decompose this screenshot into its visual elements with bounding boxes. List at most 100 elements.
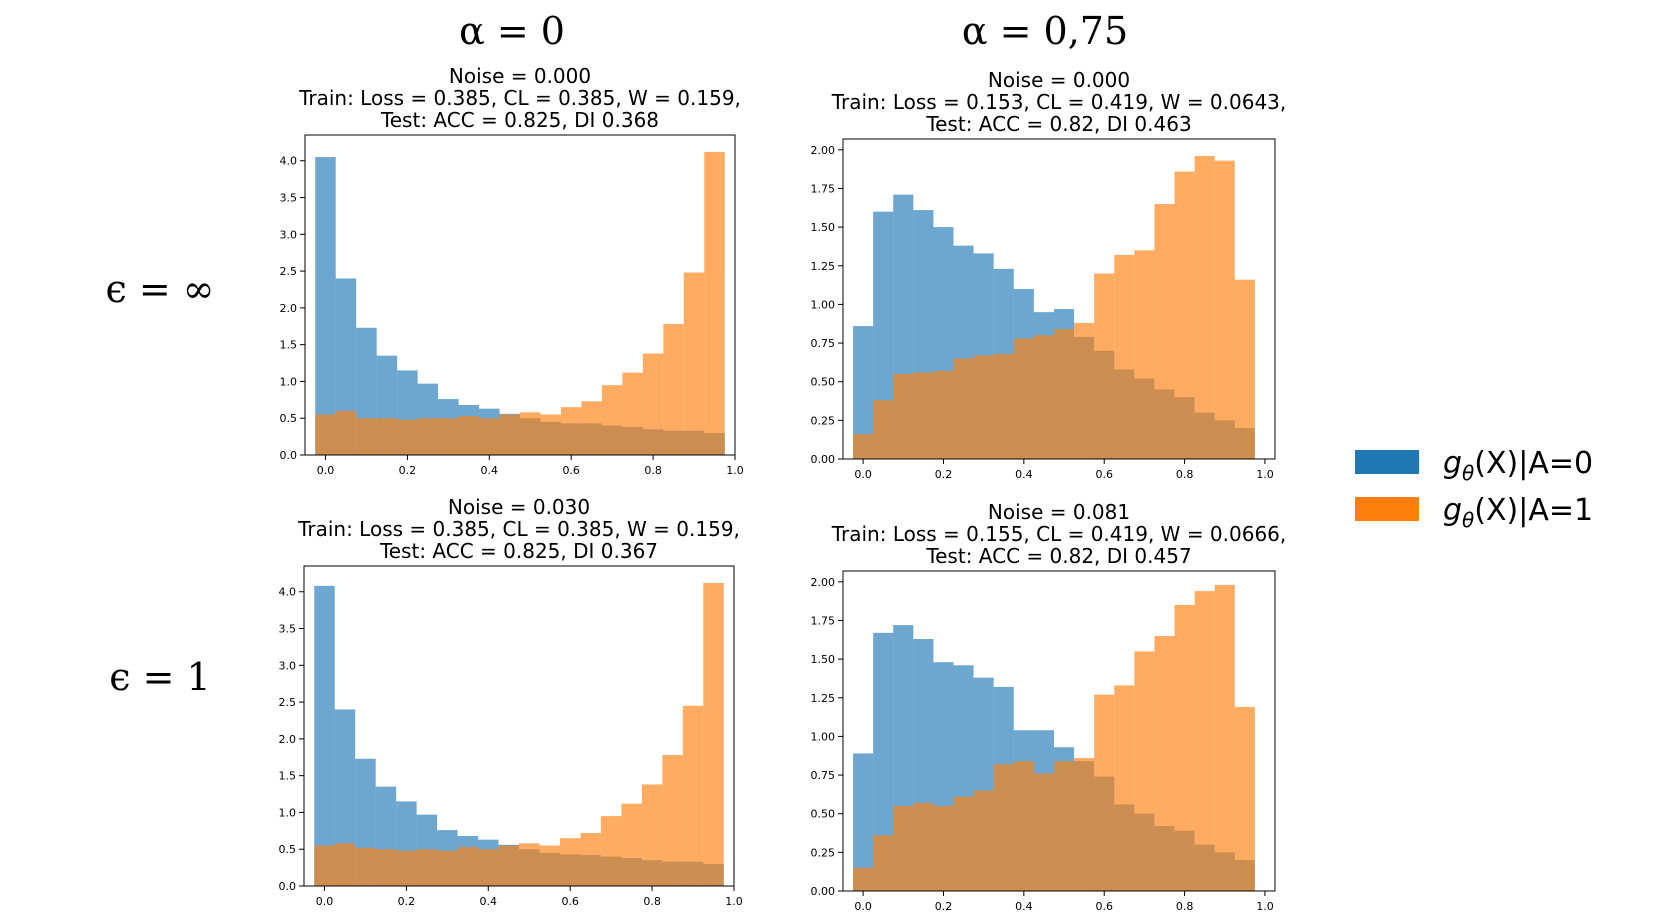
bar-a1 xyxy=(1154,203,1175,459)
bar-a1 xyxy=(1114,685,1135,891)
bar-a1 xyxy=(356,418,377,455)
axes-frame xyxy=(842,570,1276,892)
bar-a1 xyxy=(641,784,663,886)
bar-a1 xyxy=(953,358,974,459)
bar-a1 xyxy=(1174,605,1195,891)
bar-a1 xyxy=(540,414,561,455)
bar-a1 xyxy=(601,385,623,455)
bar-a1 xyxy=(953,796,974,891)
x-tick-label: 0.8 xyxy=(1176,900,1194,913)
bar-a1 xyxy=(1114,254,1135,459)
y-tick-label: 1.75 xyxy=(811,182,836,195)
bar-a1 xyxy=(1033,773,1054,891)
bar-a1 xyxy=(622,372,643,455)
y-tick-label: 0.75 xyxy=(811,337,836,350)
bar-a1 xyxy=(933,805,954,891)
bar-a1 xyxy=(1234,279,1255,459)
bar-a1 xyxy=(893,373,914,459)
y-tick-label: 0.25 xyxy=(811,414,836,427)
bar-a1 xyxy=(499,414,520,455)
x-tick-label: 1.0 xyxy=(725,895,743,908)
y-tick-label: 0.50 xyxy=(811,376,836,389)
bar-a0 xyxy=(853,753,874,891)
panel-title-line: Train: Loss = 0.153, CL = 0.419, W = 0.0… xyxy=(831,90,1287,114)
bar-a1 xyxy=(560,407,582,455)
panel-title-line: Train: Loss = 0.385, CL = 0.385, W = 0.1… xyxy=(297,517,740,541)
axes-frame xyxy=(303,565,735,887)
bar-a1 xyxy=(1194,156,1215,459)
y-tick-label: 1.5 xyxy=(280,339,298,352)
bar-a1 xyxy=(396,850,417,886)
bar-a1 xyxy=(355,847,376,886)
bar-a1 xyxy=(913,802,934,891)
y-tick-label: 0.0 xyxy=(279,880,297,893)
y-tick-label: 0.25 xyxy=(811,846,836,859)
y-tick-label: 0.00 xyxy=(811,453,836,466)
x-tick-label: 0.2 xyxy=(398,895,416,908)
y-tick-label: 2.00 xyxy=(811,144,836,157)
bar-a1 xyxy=(1194,591,1215,891)
y-tick-label: 1.50 xyxy=(811,221,836,234)
panel-title-line: Test: ACC = 0.82, DI 0.457 xyxy=(925,544,1191,568)
bar-a1 xyxy=(498,845,519,886)
y-tick-label: 1.50 xyxy=(811,653,836,666)
bar-a1 xyxy=(478,849,499,886)
x-tick-label: 0.6 xyxy=(561,895,579,908)
y-tick-label: 4.0 xyxy=(279,586,297,599)
column-header-alpha-075: α = 0,75 xyxy=(962,9,1128,53)
x-tick-label: 0.6 xyxy=(1095,900,1113,913)
y-tick-label: 2.0 xyxy=(280,302,298,315)
y-tick-label: 1.0 xyxy=(279,806,297,819)
y-tick-label: 3.5 xyxy=(279,623,297,636)
bar-a1 xyxy=(642,353,664,455)
bar-a1 xyxy=(315,414,336,455)
panel-title-line: Noise = 0.030 xyxy=(448,495,590,519)
bar-a1 xyxy=(662,755,683,886)
x-tick-label: 0.2 xyxy=(399,464,417,477)
bar-a1 xyxy=(1053,761,1075,891)
bar-a0 xyxy=(873,211,894,459)
bar-a1 xyxy=(1174,171,1195,459)
bar-a1 xyxy=(1134,651,1155,891)
x-tick-label: 0.0 xyxy=(317,464,335,477)
y-tick-label: 1.75 xyxy=(811,614,836,627)
axes-frame xyxy=(842,138,1276,460)
x-tick-label: 0.4 xyxy=(1015,900,1033,913)
bar-a1 xyxy=(1154,635,1175,891)
y-tick-label: 1.00 xyxy=(811,298,836,311)
bar-a1 xyxy=(1234,707,1255,891)
bar-a0 xyxy=(334,709,356,886)
bar-a1 xyxy=(376,418,398,455)
bar-a1 xyxy=(416,849,438,886)
bar-a1 xyxy=(873,400,894,459)
bar-a0 xyxy=(873,632,894,891)
bar-a1 xyxy=(913,372,934,459)
legend-swatch-a0 xyxy=(1355,450,1419,474)
bar-a1 xyxy=(520,412,541,455)
bar-a1 xyxy=(1094,694,1115,891)
legend: gθ(X)|A=0 gθ(X)|A=1 xyxy=(1355,446,1593,532)
row-label-epsilon-inf: ϵ = ∞ xyxy=(106,267,215,311)
bar-a1 xyxy=(853,434,874,459)
y-tick-label: 1.0 xyxy=(280,375,298,388)
panel-title-line: Test: ACC = 0.825, DI 0.367 xyxy=(379,539,658,563)
bar-a1 xyxy=(479,418,500,455)
x-tick-label: 1.0 xyxy=(726,464,744,477)
bar-a1 xyxy=(334,843,356,886)
bar-a1 xyxy=(1013,338,1034,459)
bar-a1 xyxy=(1033,335,1054,459)
x-tick-label: 0.2 xyxy=(935,900,953,913)
x-tick-label: 0.0 xyxy=(316,895,334,908)
legend-label-a1: gθ(X)|A=1 xyxy=(1443,493,1593,532)
bar-a1 xyxy=(853,867,874,891)
x-tick-label: 0.8 xyxy=(643,895,661,908)
panel-title-line: Train: Loss = 0.155, CL = 0.419, W = 0.0… xyxy=(831,522,1287,546)
bar-a0 xyxy=(314,585,335,886)
x-tick-label: 0.4 xyxy=(480,895,498,908)
y-tick-label: 0.00 xyxy=(811,885,836,898)
bar-a1 xyxy=(682,705,704,886)
